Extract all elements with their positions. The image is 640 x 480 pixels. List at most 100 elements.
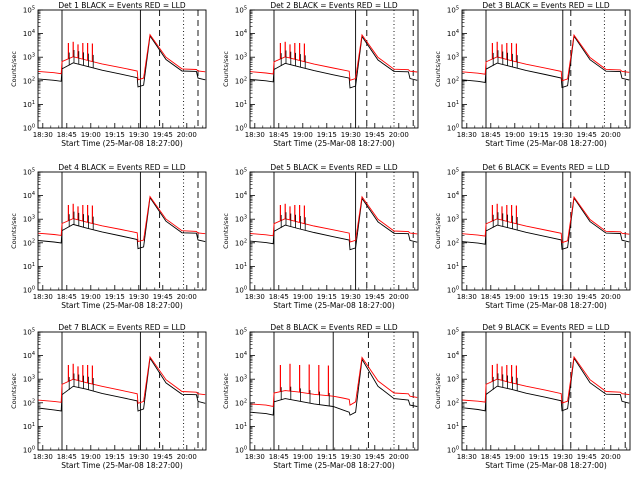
y-tick-label: 103 [447, 375, 459, 384]
y-tick-label: 100 [23, 446, 35, 455]
y-tick-label: 103 [447, 53, 459, 62]
panel-det-5: Det 5 BLACK = Events RED = LLD 100 101 102 1… [222, 163, 419, 310]
lld-series-line [249, 356, 418, 408]
y-tick-label: 103 [23, 53, 35, 62]
x-tick-label: 18:30 [457, 131, 477, 139]
x-tick-label: 18:30 [33, 293, 53, 301]
x-tick-label: 18:30 [457, 293, 477, 301]
x-tick-label: 18:30 [457, 453, 477, 461]
x-tick-label: 20:00 [177, 131, 197, 139]
events-series-line [461, 196, 630, 250]
x-tick-label: 19:30 [129, 131, 149, 139]
x-tick-label: 19:45 [153, 293, 173, 301]
y-tick-label: 102 [23, 76, 35, 85]
x-tick-label: 18:30 [245, 131, 265, 139]
x-tick-label: 20:00 [601, 453, 621, 461]
y-tick-label: 101 [23, 100, 35, 109]
panel-det-9: Det 9 BLACK = Events RED = LLD 100 101 102 1… [434, 323, 631, 470]
x-tick-label: 18:45 [481, 453, 501, 461]
x-tick-label: 19:45 [577, 131, 597, 139]
panel-det-2: Det 2 BLACK = Events RED = LLD 100 101 102 1… [222, 1, 419, 148]
y-tick-label: 105 [447, 168, 459, 177]
x-tick-label: 19:45 [365, 293, 385, 301]
x-tick-label: 19:45 [153, 131, 173, 139]
y-tick-label: 100 [23, 286, 35, 295]
x-tick-label: 19:30 [553, 293, 573, 301]
x-tick-label: 19:15 [317, 453, 337, 461]
y-tick-label: 105 [23, 328, 35, 337]
y-tick-label: 101 [235, 100, 247, 109]
y-tick-label: 103 [235, 215, 247, 224]
x-tick-label: 19:15 [529, 293, 549, 301]
x-tick-label: 19:00 [293, 131, 313, 139]
plot-frame [461, 9, 631, 129]
y-tick-label: 101 [447, 100, 459, 109]
y-axis-label: Counts/sec [222, 51, 230, 87]
panel-det-6: Det 6 BLACK = Events RED = LLD 100 101 102 1… [434, 163, 631, 310]
y-tick-label: 105 [447, 6, 459, 15]
y-tick-label: 103 [23, 375, 35, 384]
x-tick-label: 19:00 [293, 293, 313, 301]
y-tick-label: 100 [23, 124, 35, 133]
x-axis-label: Start Time (25-Mar-08 18:27:00) [273, 461, 395, 470]
y-tick-label: 105 [235, 168, 247, 177]
panel-title: Det 8 BLACK = Events RED = LLD [270, 323, 397, 332]
y-axis-label: Counts/sec [434, 213, 442, 249]
x-tick-label: 19:45 [153, 453, 173, 461]
x-tick-label: 20:00 [601, 293, 621, 301]
lld-series-line [461, 195, 630, 244]
x-tick-label: 19:30 [553, 131, 573, 139]
x-tick-label: 19:30 [341, 453, 361, 461]
y-axis-label: Counts/sec [434, 51, 442, 87]
y-tick-label: 102 [235, 76, 247, 85]
panel-title: Det 5 BLACK = Events RED = LLD [270, 163, 397, 172]
y-tick-label: 102 [235, 238, 247, 247]
plot-frame [249, 331, 419, 451]
x-tick-label: 20:00 [601, 131, 621, 139]
x-axis-label: Start Time (25-Mar-08 18:27:00) [485, 461, 607, 470]
lld-series-line [461, 33, 630, 82]
lld-series-line [37, 195, 206, 243]
y-tick-label: 102 [447, 398, 459, 407]
y-tick-label: 104 [447, 191, 459, 200]
y-tick-label: 103 [23, 215, 35, 224]
panel-title: Det 2 BLACK = Events RED = LLD [270, 1, 397, 10]
panel-det-1: Det 1 BLACK = Events RED = LLD 100 101 102 1… [10, 1, 207, 148]
y-tick-label: 100 [235, 124, 247, 133]
x-tick-label: 19:00 [505, 131, 525, 139]
y-tick-label: 101 [235, 422, 247, 431]
x-tick-label: 18:30 [33, 453, 53, 461]
x-tick-label: 18:45 [57, 131, 77, 139]
x-tick-label: 18:45 [269, 453, 289, 461]
y-axis-label: Counts/sec [222, 213, 230, 249]
plot-frame [37, 331, 207, 451]
events-series-line [249, 35, 418, 89]
y-tick-label: 104 [23, 351, 35, 360]
y-tick-label: 100 [447, 446, 459, 455]
x-tick-label: 19:15 [317, 293, 337, 301]
x-tick-label: 19:15 [529, 453, 549, 461]
x-axis-label: Start Time (25-Mar-08 18:27:00) [485, 139, 607, 148]
y-tick-label: 102 [447, 238, 459, 247]
x-axis-label: Start Time (25-Mar-08 18:27:00) [273, 301, 395, 310]
y-tick-label: 105 [235, 6, 247, 15]
y-tick-label: 103 [235, 375, 247, 384]
events-series-line [37, 196, 206, 250]
x-tick-label: 19:30 [553, 453, 573, 461]
y-tick-label: 102 [447, 76, 459, 85]
y-tick-label: 100 [447, 286, 459, 295]
y-tick-label: 101 [447, 422, 459, 431]
panel-title: Det 6 BLACK = Events RED = LLD [482, 163, 609, 172]
x-tick-label: 18:45 [57, 293, 77, 301]
x-tick-label: 18:45 [481, 293, 501, 301]
x-axis-label: Start Time (25-Mar-08 18:27:00) [485, 301, 607, 310]
panel-title: Det 1 BLACK = Events RED = LLD [58, 1, 185, 10]
y-axis-label: Counts/sec [10, 213, 18, 249]
x-axis-label: Start Time (25-Mar-08 18:27:00) [61, 461, 183, 470]
y-axis-label: Counts/sec [10, 373, 18, 409]
events-series-line [461, 34, 630, 89]
panel-title: Det 4 BLACK = Events RED = LLD [58, 163, 185, 172]
lld-series-line [37, 33, 206, 81]
plot-frame [461, 331, 631, 451]
y-tick-label: 103 [235, 53, 247, 62]
